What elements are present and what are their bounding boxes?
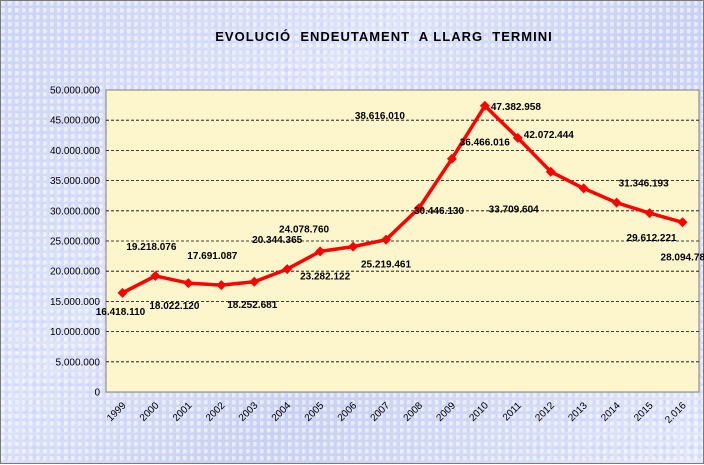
data-label: 20.344.365 — [252, 235, 302, 246]
data-label: 18.252.681 — [227, 300, 277, 311]
y-tick-label: 0 — [94, 388, 100, 399]
x-tick-label: 2007 — [369, 400, 393, 424]
data-point — [348, 241, 359, 252]
x-tick-label: 2005 — [303, 400, 327, 424]
x-tick-label: 2004 — [270, 400, 294, 424]
y-tick-label: 15.000.000 — [50, 297, 100, 308]
data-point — [216, 280, 227, 291]
data-point — [644, 208, 655, 219]
x-tick-label: 2013 — [566, 400, 590, 424]
x-tick-label: 2010 — [467, 400, 491, 424]
data-point — [315, 246, 326, 257]
y-tick-label: 20.000.000 — [50, 267, 100, 278]
data-point — [150, 270, 161, 281]
x-tick-label: 2015 — [632, 400, 656, 424]
data-label: 23.282.122 — [300, 271, 350, 282]
y-tick-label: 25.000.000 — [50, 237, 100, 248]
x-tick-label: 2014 — [599, 400, 623, 424]
x-tick-label: 2001 — [171, 400, 195, 424]
data-point — [512, 132, 523, 143]
data-point — [479, 100, 490, 111]
y-tick-label: 35.000.000 — [50, 176, 100, 187]
data-point — [381, 234, 392, 245]
x-tick-label: 2002 — [204, 400, 228, 424]
x-tick-label: 2.016 — [663, 400, 689, 426]
x-tick-label: 1999 — [105, 400, 129, 424]
data-label: 30.446.130 — [414, 206, 464, 217]
data-label: 25.219.461 — [361, 260, 411, 271]
y-tick-label: 5.000.000 — [56, 357, 101, 368]
x-tick-label: 2012 — [533, 400, 557, 424]
series-line — [121, 104, 683, 295]
data-point — [545, 166, 556, 177]
data-point — [611, 197, 622, 208]
y-tick-label: 50.000.000 — [50, 86, 100, 97]
y-tick-label: 45.000.000 — [50, 116, 100, 127]
x-tick-label: 2009 — [435, 400, 459, 424]
data-label: 16.418.110 — [96, 307, 146, 318]
data-point — [677, 217, 688, 228]
data-label: 33.709.604 — [489, 204, 539, 215]
y-tick-label: 30.000.000 — [50, 206, 100, 217]
y-tick-label: 10.000.000 — [50, 327, 100, 338]
data-label: 17.691.087 — [187, 251, 237, 262]
data-label: 29.612.221 — [627, 233, 677, 244]
data-label: 31.346.193 — [619, 179, 669, 190]
data-point — [282, 264, 293, 275]
data-label: 18.022.120 — [149, 301, 199, 312]
data-point — [446, 153, 457, 164]
x-tick-label: 2011 — [501, 400, 524, 423]
x-tick-label: 2000 — [138, 400, 162, 424]
data-point — [249, 276, 260, 287]
data-label: 28.094.783 — [661, 252, 704, 263]
x-tick-label: 2006 — [336, 400, 360, 424]
chart-title: EVOLUCIÓ ENDEUTAMENT A LLARG TERMINI — [215, 29, 553, 44]
data-point — [183, 278, 194, 289]
data-label: 38.616.010 — [355, 111, 405, 122]
data-label: 36.466.016 — [460, 138, 510, 149]
data-label: 42.072.444 — [524, 130, 574, 141]
x-tick-label: 2003 — [237, 400, 261, 424]
data-point — [117, 287, 128, 298]
data-label: 47.382.958 — [491, 102, 541, 113]
data-point — [578, 183, 589, 194]
data-label: 24.078.760 — [279, 225, 329, 236]
data-point — [413, 203, 424, 214]
x-tick-label: 2008 — [402, 400, 426, 424]
data-label: 19.218.076 — [126, 242, 176, 253]
y-tick-label: 40.000.000 — [50, 146, 100, 157]
